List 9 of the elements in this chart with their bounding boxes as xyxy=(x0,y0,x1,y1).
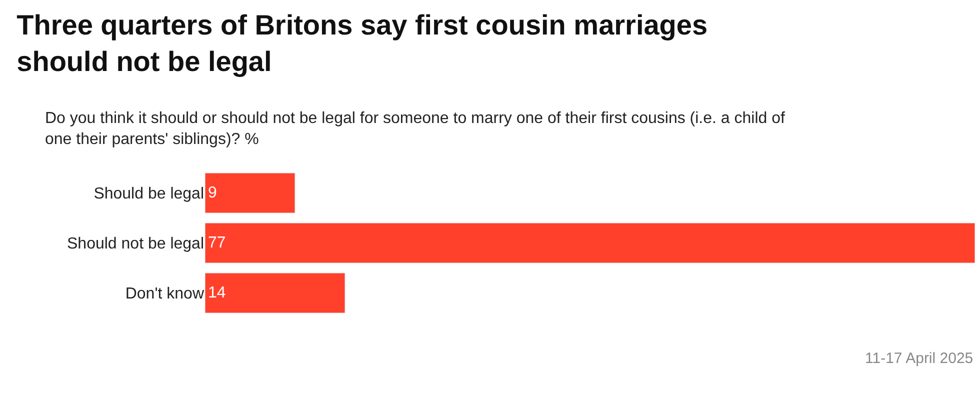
data-label: 9 xyxy=(208,184,217,202)
y-tick-label: Don't know xyxy=(125,286,204,303)
data-label: 14 xyxy=(208,284,226,302)
text: 11-17 April 2025 xyxy=(865,350,974,367)
y-tick-label: Should be legal xyxy=(94,186,204,203)
y-tick-label: Should not be legal xyxy=(67,236,204,253)
chart-title: Three quarters of Britons say first cousin marriages should not be legal xyxy=(16,10,708,77)
data-label: 77 xyxy=(208,234,226,252)
chart-subtitle: Do you think it should or should not be legal for someone to marry one of their first cousins (i.e. a child of one their parents' siblings)? % xyxy=(45,110,786,148)
